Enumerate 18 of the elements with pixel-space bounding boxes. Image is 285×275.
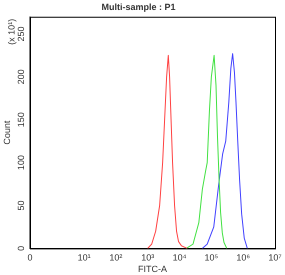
y-tick-label: 0 bbox=[16, 246, 26, 251]
x-tick-label: 10⁴ bbox=[172, 252, 187, 262]
x-tick-label: 10¹ bbox=[78, 252, 91, 262]
y-tick-label: 250 bbox=[16, 26, 26, 42]
x-tick-label: 0 bbox=[27, 252, 33, 262]
text: (x 10¹) bbox=[6, 18, 16, 45]
x-axis-title: FITC-A bbox=[138, 264, 167, 274]
chart-title: Multi-sample : P1 bbox=[101, 2, 176, 12]
y-tick-label: 150 bbox=[16, 112, 26, 128]
y-tick-label: 200 bbox=[16, 69, 26, 84]
x-tick-label: 10³ bbox=[141, 252, 154, 262]
x-tick-label: 10⁷ bbox=[268, 252, 282, 262]
x-tick-label: 10⁶ bbox=[236, 252, 250, 262]
y-tick-label: 50 bbox=[16, 200, 26, 211]
y-tick-label: 100 bbox=[16, 155, 26, 170]
x-tick-label: 10² bbox=[109, 252, 122, 262]
x-tick-label: 10⁵ bbox=[204, 252, 218, 262]
y-axis-title: Count bbox=[2, 120, 12, 145]
